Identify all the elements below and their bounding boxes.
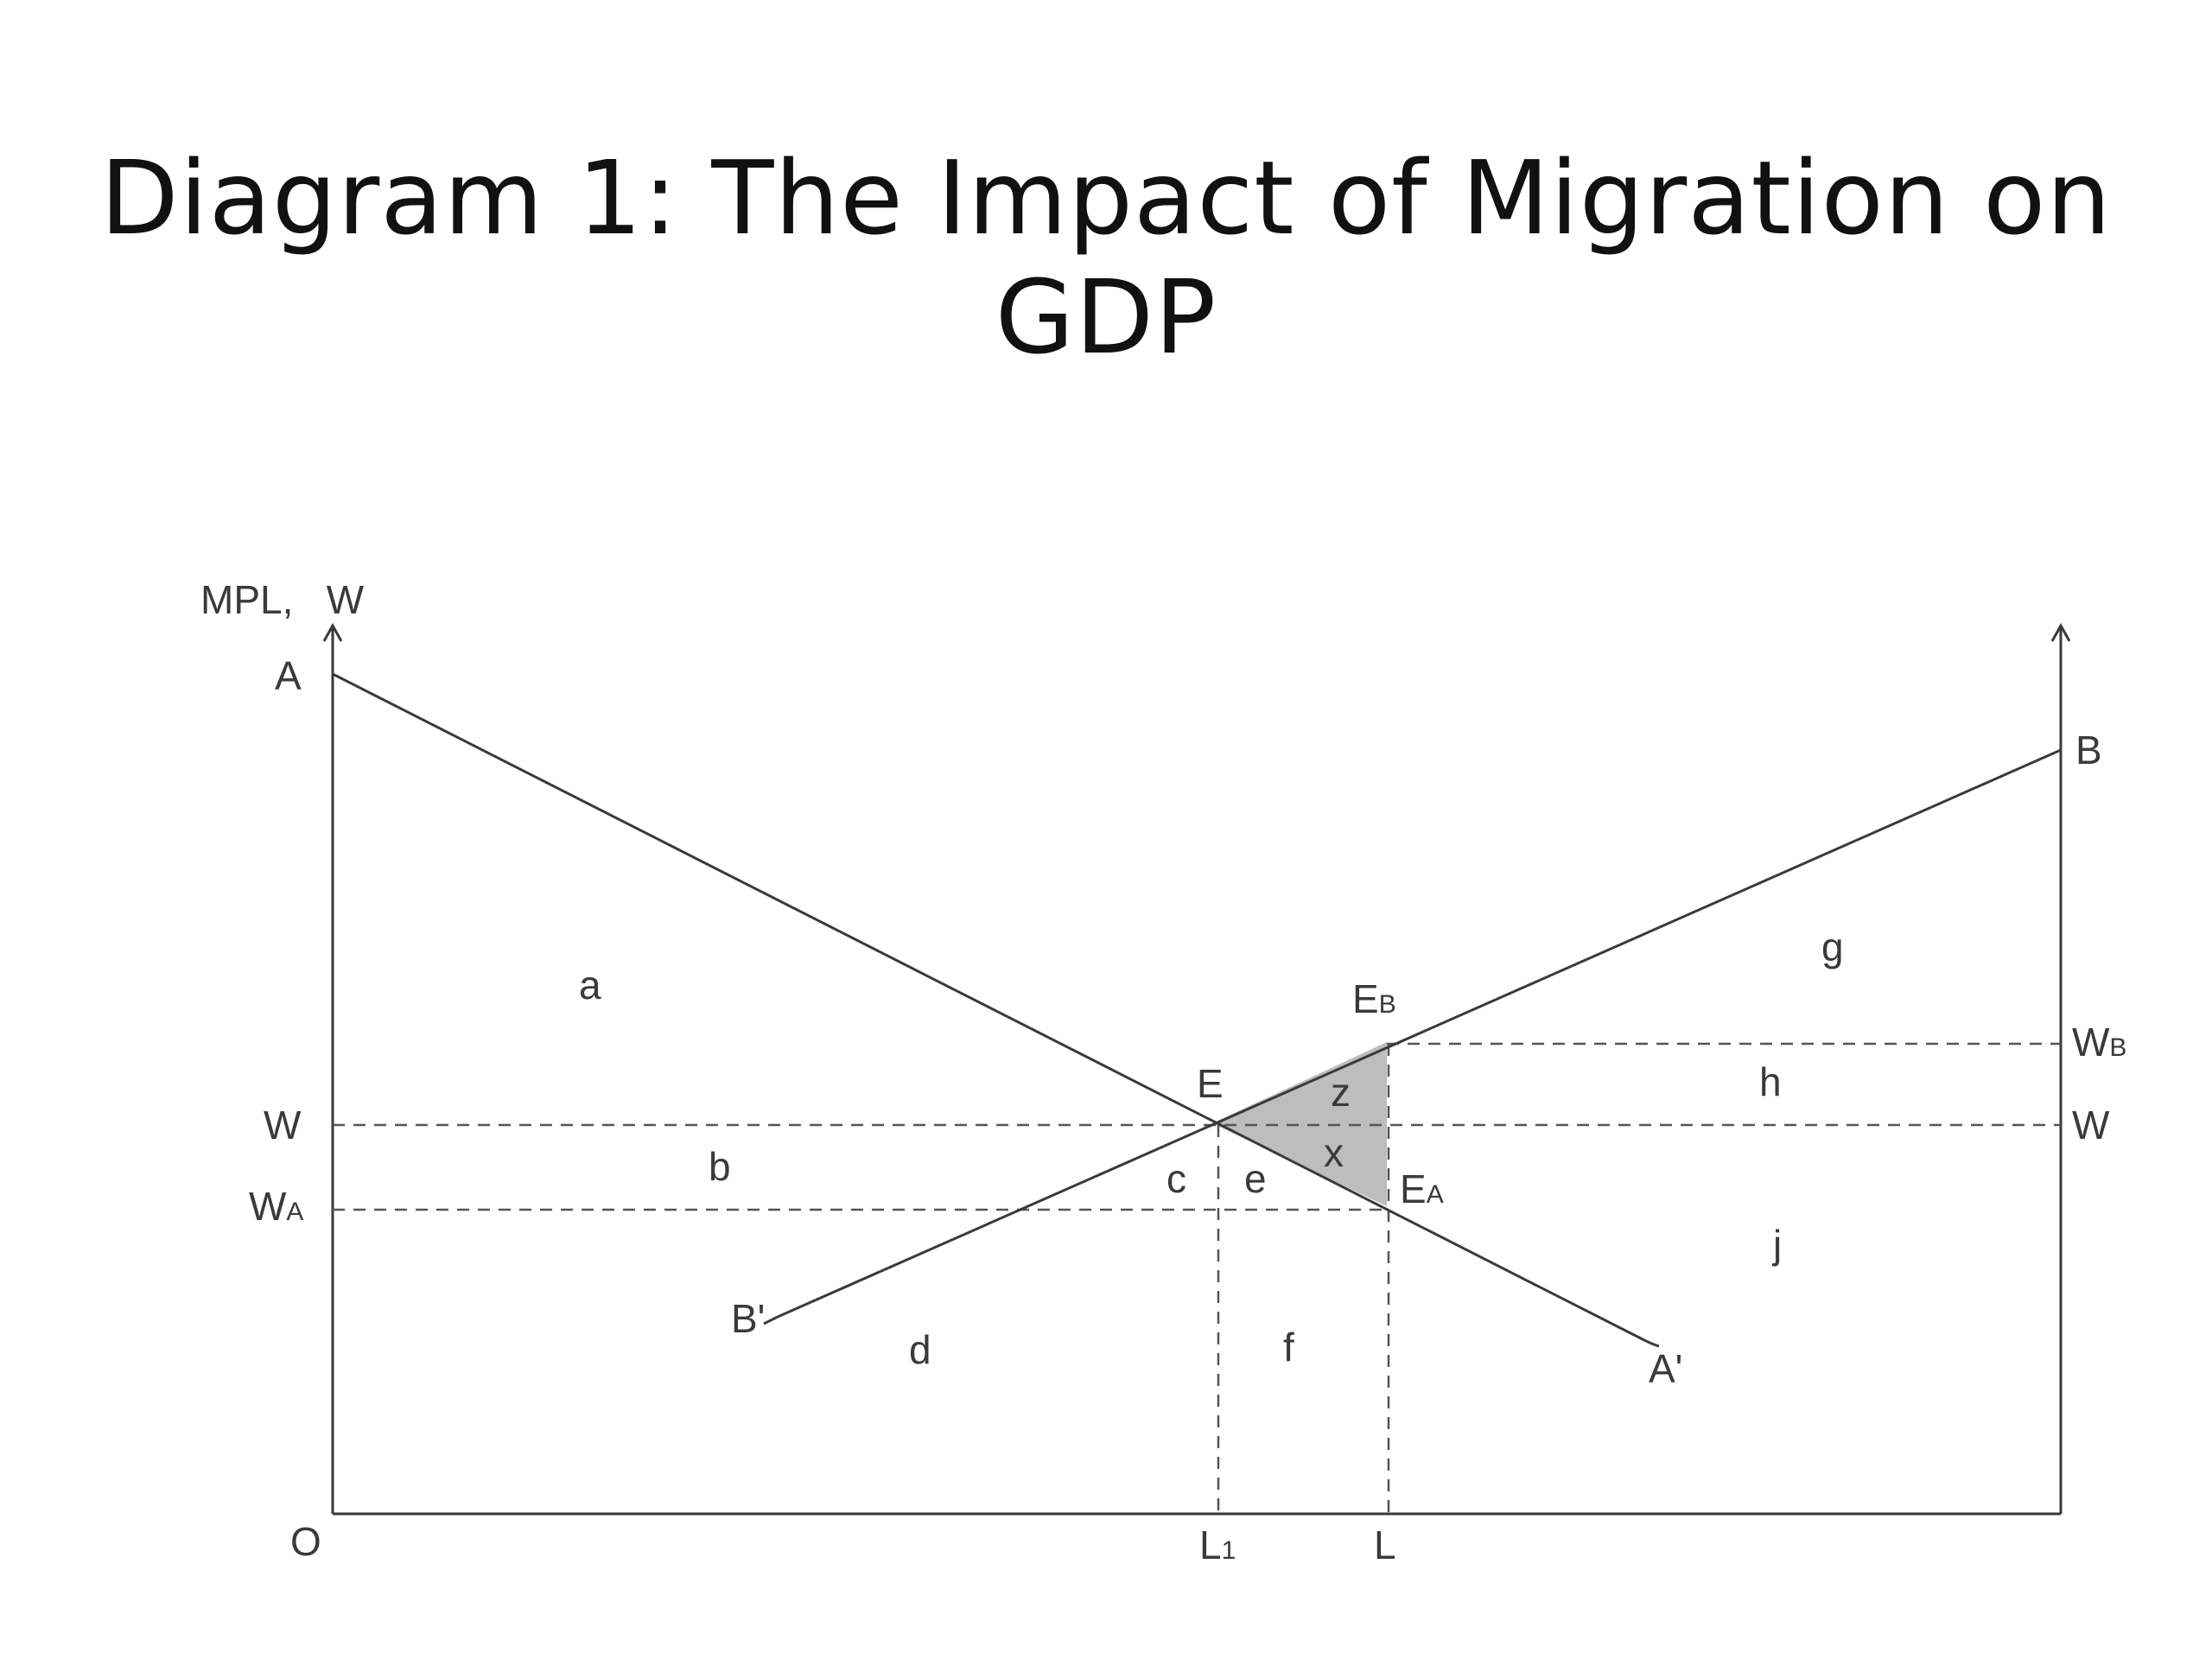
region-h-label: h (1759, 1059, 1782, 1104)
labor-l1-label: L1 (1199, 1522, 1236, 1567)
mpl-curve-b (777, 748, 2062, 1319)
region-a-label: a (579, 963, 601, 1007)
a-prime-leader (1645, 1339, 1660, 1348)
region-d-label: d (909, 1327, 931, 1372)
wage-wa-label: WA (249, 1184, 303, 1229)
mpl-curve-a (332, 672, 1647, 1343)
region-j-label: j (1771, 1222, 1782, 1267)
point-ea-label: EA (1400, 1166, 1444, 1211)
region-e-label: e (1244, 1156, 1267, 1201)
b-prime-leader (763, 1315, 779, 1325)
wage-w-left-label: W (264, 1103, 302, 1147)
left-axis (322, 622, 343, 1514)
wage-wb-label: WB (2072, 1020, 2126, 1065)
dashed-guides (333, 1042, 2061, 1514)
right-axis (2050, 622, 2071, 1514)
region-x-label: x (1324, 1130, 1344, 1175)
point-eb-label: EB (1352, 976, 1396, 1021)
region-z-label: z (1331, 1070, 1351, 1115)
point-e-label: E (1197, 1061, 1224, 1106)
point-b-prime-label: B' (731, 1296, 765, 1341)
y-axis-label: MPL, W (200, 577, 365, 622)
region-c-label: c (1166, 1156, 1186, 1201)
point-a-prime-label: A' (1649, 1346, 1682, 1391)
wage-w-right-label: W (2072, 1103, 2110, 1147)
point-b-label: B (2075, 728, 2102, 772)
diagram-title: Diagram 1: The Impact of Migration on GD… (99, 138, 2113, 377)
region-g-label: g (1821, 925, 1844, 969)
labor-l-label: L (1374, 1522, 1396, 1567)
region-b-label: b (709, 1144, 731, 1189)
origin-label: O (290, 1519, 321, 1564)
deadweight-triangle (1212, 1042, 1387, 1206)
point-a-label: A (275, 653, 302, 698)
region-f-label: f (1283, 1325, 1294, 1370)
